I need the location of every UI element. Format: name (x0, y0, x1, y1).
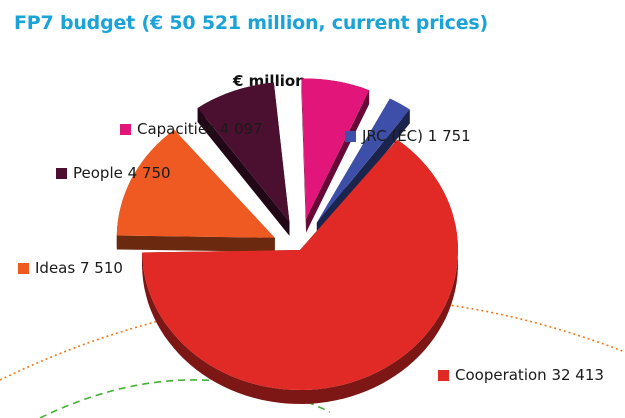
pie-slice-capacities (301, 78, 370, 219)
pie-slice-ideas (116, 129, 275, 238)
legend-label-capacities: Capacities 4 097 (120, 120, 263, 138)
pie-slice-edge-capacities (301, 78, 307, 233)
legend-value-capacities: 4 097 (219, 120, 263, 138)
legend-name-people: People (73, 164, 123, 182)
legend-name-capacities: Capacities (137, 120, 215, 138)
legend-swatch-cooperation (438, 369, 449, 381)
legend-label-ideas: Ideas 7 510 (18, 259, 123, 277)
legend-swatch-people (56, 167, 67, 179)
legend-swatch-ideas (18, 262, 29, 274)
legend-value-ideas: 7 510 (79, 259, 123, 277)
unit-label: € million (233, 72, 306, 90)
decorative-green-arc (39, 379, 331, 418)
legend-value-people: 4 750 (127, 164, 171, 182)
legend-name-cooperation: Cooperation (455, 366, 547, 384)
decorative-orange-arc (0, 296, 625, 381)
legend-label-cooperation: Cooperation 32 413 (438, 366, 604, 384)
legend-swatch-capacities (120, 123, 131, 135)
legend-value-cooperation: 32 413 (551, 366, 604, 384)
legend-label-jrc: JRC (EC) 1 751 (345, 127, 471, 145)
legend-swatch-jrc (345, 130, 356, 142)
pie-slice-edge-people (197, 107, 290, 236)
pie-slice-people (197, 82, 290, 222)
chart-title: FP7 budget (€ 50 521 million, current pr… (14, 12, 489, 34)
legend-name-jrc: JRC (EC) (362, 127, 423, 145)
pie-slice-edge-ideas (116, 235, 275, 252)
legend-value-jrc: 1 751 (427, 127, 471, 145)
legend-label-people: People 4 750 (56, 164, 171, 182)
pie-slice-jrc-ec (316, 98, 410, 223)
pie-slice-edge-capacities (306, 90, 370, 233)
pie-slice-cooperation (142, 139, 458, 390)
pie-slices (116, 78, 458, 404)
legend-name-ideas: Ideas (35, 259, 76, 277)
